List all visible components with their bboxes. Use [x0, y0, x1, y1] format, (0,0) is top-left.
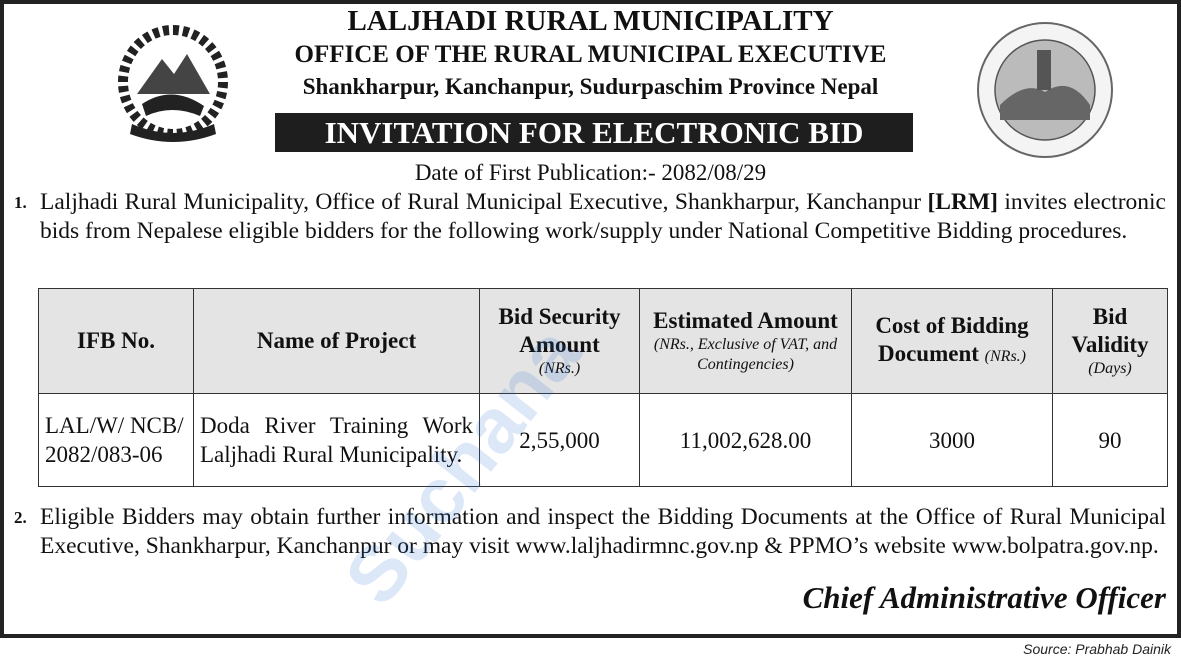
paragraph-1: 1. Laljhadi Rural Municipality, Office o…: [14, 188, 1166, 246]
col-estimated: Estimated Amount (NRs., Exclusive of VAT,…: [639, 288, 852, 394]
col-security: Bid Security Amount (NRs.): [479, 288, 640, 394]
cell-estimated: 11,002,628.00: [639, 393, 852, 487]
lrm-abbrev: [LRM]: [927, 189, 998, 215]
paragraph-text: invites electronic bids from Nepalese el…: [40, 189, 1166, 244]
col-cost: Cost of Bidding Document (NRs.): [851, 288, 1053, 394]
office-name: OFFICE OF THE RURAL MUNICIPAL EXECUTIVE: [294, 41, 887, 68]
cell-project: Doda River Training Work Laljhadi Rural …: [193, 393, 480, 487]
table-row: LAL/W/ NCB/ 2082/083-06 Doda River Train…: [38, 393, 1168, 487]
table-header-row: IFB No. Name of Project Bid Security Amo…: [38, 288, 1168, 394]
cell-validity: 90: [1052, 393, 1168, 487]
paragraph-2: 2. Eligible Bidders may obtain further i…: [14, 503, 1166, 561]
cell-cost: 3000: [851, 393, 1053, 487]
municipality-seal-logo: [977, 22, 1113, 158]
cell-ifb: LAL/W/ NCB/ 2082/083-06: [38, 393, 194, 487]
cell-security: 2,55,000: [479, 393, 640, 487]
publication-date: Date of First Publication:- 2082/08/29: [414, 160, 767, 185]
notice-frame: [0, 0, 1181, 638]
source-credit: Source: Prabhab Dainik: [1023, 641, 1171, 657]
office-address: Shankharpur, Kanchanpur, Sudurpaschim Pr…: [302, 74, 879, 99]
paragraph-number: 1.: [14, 193, 27, 212]
col-ifb: IFB No.: [38, 288, 194, 394]
municipality-name: LALJHADI RURAL MUNICIPALITY: [347, 5, 834, 37]
nepal-emblem-logo: [118, 25, 228, 142]
paragraph-text: Laljhadi Rural Municipality, Office of R…: [40, 189, 928, 215]
paragraph-number: 2.: [14, 508, 27, 527]
bid-table: IFB No. Name of Project Bid Security Amo…: [38, 288, 1168, 487]
paragraph-text: Eligible Bidders may obtain further info…: [40, 504, 1166, 559]
signatory-title: Chief Administrative Officer: [802, 580, 1166, 615]
col-project: Name of Project: [193, 288, 480, 394]
col-validity: Bid Validity (Days): [1052, 288, 1168, 394]
notice-title-banner: INVITATION FOR ELECTRONIC BID: [275, 113, 913, 152]
